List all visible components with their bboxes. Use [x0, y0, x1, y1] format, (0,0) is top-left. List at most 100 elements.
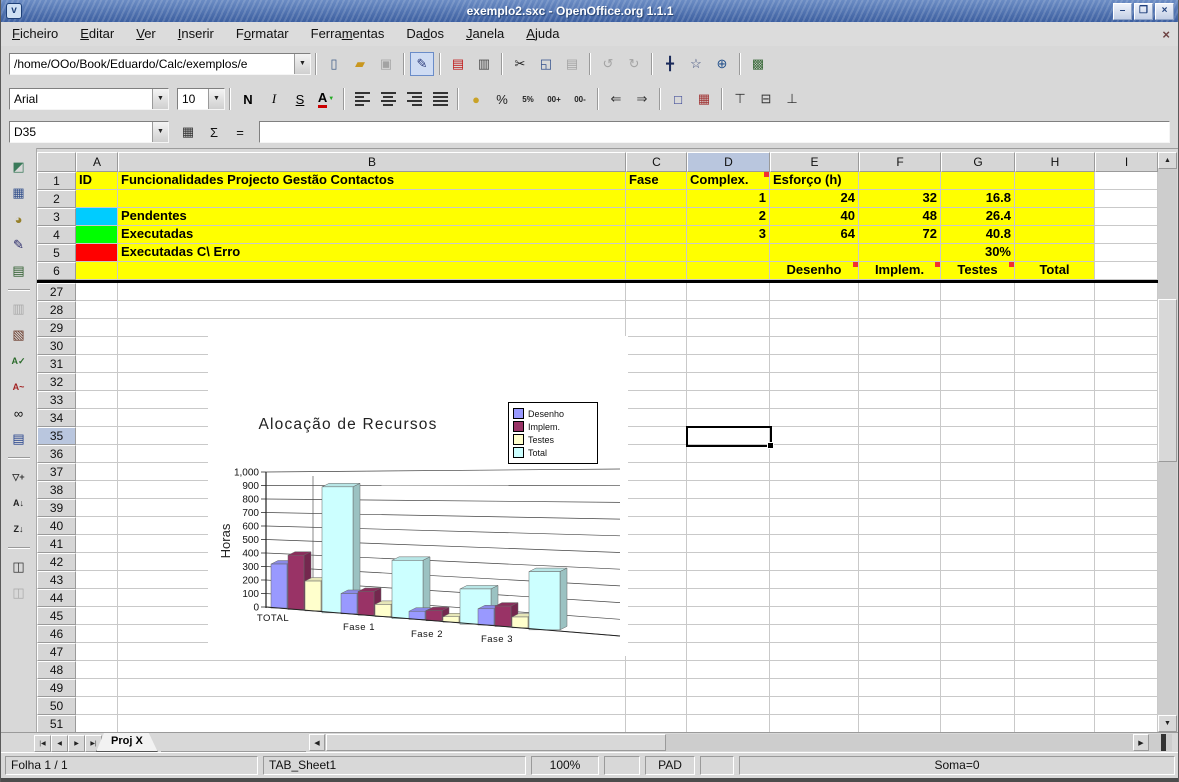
cell-A49[interactable] — [76, 679, 118, 697]
horizontal-scrollbar[interactable]: ◀ ▶ — [309, 734, 1172, 751]
row-header-36[interactable]: 36 — [37, 445, 76, 463]
cell-B1[interactable]: Funcionalidades Projecto Gestão Contacto… — [118, 172, 626, 190]
cell-I41[interactable] — [1095, 535, 1158, 553]
cell-D30[interactable] — [687, 337, 770, 355]
cell-H3[interactable] — [1015, 208, 1095, 226]
cell-D31[interactable] — [687, 355, 770, 373]
insert-object-icon[interactable]: ◕ — [14, 211, 23, 227]
cell-C45[interactable] — [626, 607, 687, 625]
cell-A37[interactable] — [76, 463, 118, 481]
cell-B6[interactable] — [118, 262, 626, 280]
cell-A5[interactable] — [76, 244, 118, 262]
cell-E47[interactable] — [770, 643, 859, 661]
cell-A40[interactable] — [76, 517, 118, 535]
cell-E50[interactable] — [770, 697, 859, 715]
cell-F35[interactable] — [859, 427, 941, 445]
row-header-39[interactable]: 39 — [37, 499, 76, 517]
cell-H5[interactable] — [1015, 244, 1095, 262]
cell-D41[interactable] — [687, 535, 770, 553]
cell-G2[interactable]: 16.8 — [941, 190, 1015, 208]
cell-D3[interactable]: 2 — [687, 208, 770, 226]
cell-C34[interactable] — [626, 409, 687, 427]
cell-D29[interactable] — [687, 319, 770, 337]
cell-F33[interactable] — [859, 391, 941, 409]
next-sheet-button[interactable]: ▶ — [68, 735, 85, 752]
cell-A42[interactable] — [76, 553, 118, 571]
menu-inserir[interactable]: Inserir — [177, 26, 214, 41]
cell-D6[interactable] — [687, 262, 770, 280]
cell-H31[interactable] — [1015, 355, 1095, 373]
vertical-scroll-thumb[interactable] — [1158, 299, 1177, 462]
cell-D32[interactable] — [687, 373, 770, 391]
horizontal-scroll-thumb[interactable] — [326, 734, 666, 751]
row-header-4[interactable]: 4 — [37, 226, 76, 244]
cell-A30[interactable] — [76, 337, 118, 355]
page-style-panel[interactable]: TAB_Sheet1 — [263, 756, 526, 775]
cell-C37[interactable] — [626, 463, 687, 481]
cell-G35[interactable] — [941, 427, 1015, 445]
row-header-42[interactable]: 42 — [37, 553, 76, 571]
scroll-down-icon[interactable]: ▼ — [1158, 715, 1177, 732]
row-header-47[interactable]: 47 — [37, 643, 76, 661]
cell-B27[interactable] — [118, 283, 626, 301]
cell-G48[interactable] — [941, 661, 1015, 679]
cell-E34[interactable] — [770, 409, 859, 427]
column-header-C[interactable]: C — [626, 152, 687, 172]
cell-F42[interactable] — [859, 553, 941, 571]
cell-C51[interactable] — [626, 715, 687, 733]
cell-F31[interactable] — [859, 355, 941, 373]
cell-I49[interactable] — [1095, 679, 1158, 697]
cell-G30[interactable] — [941, 337, 1015, 355]
cell-H43[interactable] — [1015, 571, 1095, 589]
cell-G36[interactable] — [941, 445, 1015, 463]
underline-button[interactable]: S — [295, 91, 305, 107]
cell-F39[interactable] — [859, 499, 941, 517]
cell-H30[interactable] — [1015, 337, 1095, 355]
cell-F30[interactable] — [859, 337, 941, 355]
cell-D36[interactable] — [687, 445, 770, 463]
chevron-down-icon[interactable]: ▼ — [152, 122, 168, 142]
cell-D48[interactable] — [687, 661, 770, 679]
cell-D5[interactable] — [687, 244, 770, 262]
cell-D27[interactable] — [687, 283, 770, 301]
function-icon[interactable]: = — [236, 124, 244, 140]
edit-file-icon[interactable]: ✎ — [410, 52, 434, 76]
cell-H44[interactable] — [1015, 589, 1095, 607]
cell-H46[interactable] — [1015, 625, 1095, 643]
cell-C38[interactable] — [626, 481, 687, 499]
sort-descending-icon[interactable]: Z↓ — [13, 524, 24, 534]
cell-B28[interactable] — [118, 301, 626, 319]
menu-editar[interactable]: Editar — [80, 26, 115, 41]
cell-C35[interactable] — [626, 427, 687, 445]
cell-F28[interactable] — [859, 301, 941, 319]
cell-F51[interactable] — [859, 715, 941, 733]
split-handle[interactable] — [1161, 734, 1166, 751]
percent-format-icon[interactable]: % — [496, 91, 508, 107]
cell-G3[interactable]: 26.4 — [941, 208, 1015, 226]
cell-D33[interactable] — [687, 391, 770, 409]
row-header-48[interactable]: 48 — [37, 661, 76, 679]
chart-object[interactable]: 0 100 200 300 400 500 600 700 800 900 1,000 TOTAL Fa… — [208, 336, 628, 656]
column-header-H[interactable]: H — [1015, 152, 1095, 172]
cell-C1[interactable]: Fase — [626, 172, 687, 190]
cell-G46[interactable] — [941, 625, 1015, 643]
cell-D2[interactable]: 1 — [687, 190, 770, 208]
cell-I46[interactable] — [1095, 625, 1158, 643]
row-header-3[interactable]: 3 — [37, 208, 76, 226]
cell-G41[interactable] — [941, 535, 1015, 553]
column-header-G[interactable]: G — [941, 152, 1015, 172]
cell-F44[interactable] — [859, 589, 941, 607]
cell-I36[interactable] — [1095, 445, 1158, 463]
autopilot-icon[interactable]: ☆ — [690, 56, 702, 71]
close-button[interactable]: × — [1155, 2, 1174, 20]
cell-I48[interactable] — [1095, 661, 1158, 679]
cell-E51[interactable] — [770, 715, 859, 733]
cell-E35[interactable] — [770, 427, 859, 445]
data-sources-icon[interactable]: ▤ — [12, 431, 25, 446]
cell-I43[interactable] — [1095, 571, 1158, 589]
cell-G43[interactable] — [941, 571, 1015, 589]
name-box[interactable]: D35 ▼ — [9, 121, 169, 143]
cell-E29[interactable] — [770, 319, 859, 337]
cell-H51[interactable] — [1015, 715, 1095, 733]
cell-B5[interactable]: Executadas C\ Erro — [118, 244, 626, 262]
